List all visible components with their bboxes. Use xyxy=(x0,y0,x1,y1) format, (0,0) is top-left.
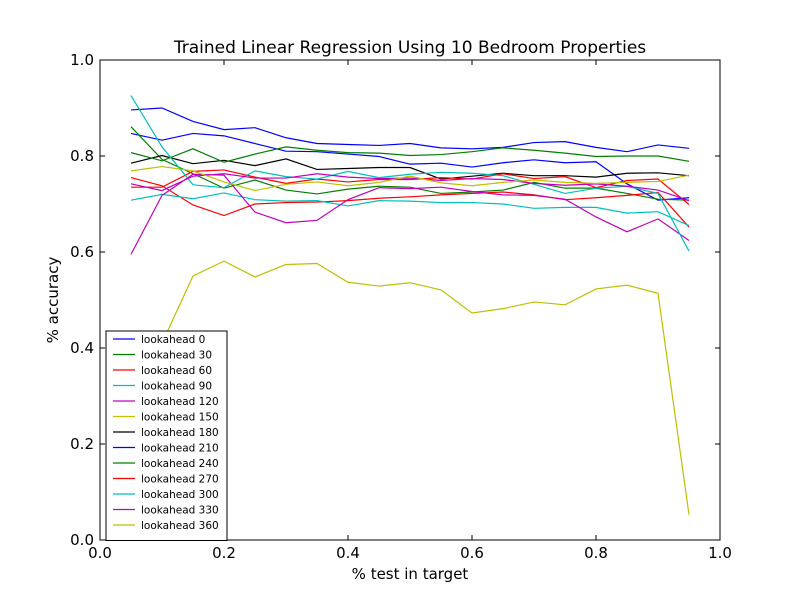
plot-frame xyxy=(99,59,721,541)
series-line-4 xyxy=(130,173,690,255)
legend: lookahead 0 lookahead 30 lookahead 60 looka… xyxy=(105,330,228,541)
y-tick-label: 0.4 xyxy=(70,339,94,357)
series-line-10 xyxy=(130,95,690,252)
series-line-7 xyxy=(130,107,690,153)
legend-label: lookahead 210 xyxy=(141,443,219,455)
series-layer xyxy=(130,95,690,541)
series-line-3 xyxy=(130,192,690,227)
x-tick-label: 1.0 xyxy=(708,544,732,562)
series-line-12 xyxy=(130,165,690,192)
y-tick-label: 1.0 xyxy=(70,51,94,69)
x-tick-label: 0.2 xyxy=(212,544,236,562)
series-line-5 xyxy=(130,260,690,541)
legend-label: lookahead 60 xyxy=(141,365,212,377)
series-line-2 xyxy=(130,177,690,228)
legend-label: lookahead 180 xyxy=(141,427,219,439)
legend-label: lookahead 120 xyxy=(141,396,219,408)
y-tick-label: 0.6 xyxy=(70,243,94,261)
x-tick-label: 0.0 xyxy=(88,544,112,562)
y-axis-label: % accuracy xyxy=(44,257,62,344)
x-tick-label: 0.6 xyxy=(460,544,484,562)
series-line-8 xyxy=(130,146,690,163)
y-tick-label: 0.2 xyxy=(70,435,94,453)
legend-label: lookahead 0 xyxy=(141,334,205,346)
legend-label: lookahead 270 xyxy=(141,474,219,486)
legend-label: lookahead 240 xyxy=(141,458,219,470)
series-line-6 xyxy=(130,154,690,180)
series-line-0 xyxy=(130,132,690,201)
chart-title: Trained Linear Regression Using 10 Bedro… xyxy=(173,38,646,58)
x-tick-label: 0.4 xyxy=(336,544,360,562)
legend-box xyxy=(105,330,228,541)
y-tick-label: 0.0 xyxy=(70,531,94,549)
legend-label: lookahead 150 xyxy=(141,412,219,424)
x-tick-label: 0.8 xyxy=(584,544,608,562)
y-tick-label: 0.8 xyxy=(70,147,94,165)
legend-label: lookahead 330 xyxy=(141,505,219,517)
tick-layer: 0.0 0.2 0.4 0.6 0.8 1.0 0.0 0.2 0.4 0.6 0.8 1.0 xyxy=(70,51,732,562)
legend-label: lookahead 30 xyxy=(141,350,212,362)
legend-label: lookahead 90 xyxy=(141,381,212,393)
x-axis-label: % test in target xyxy=(352,565,469,583)
legend-label: lookahead 360 xyxy=(141,520,219,532)
legend-label: lookahead 300 xyxy=(141,489,219,501)
